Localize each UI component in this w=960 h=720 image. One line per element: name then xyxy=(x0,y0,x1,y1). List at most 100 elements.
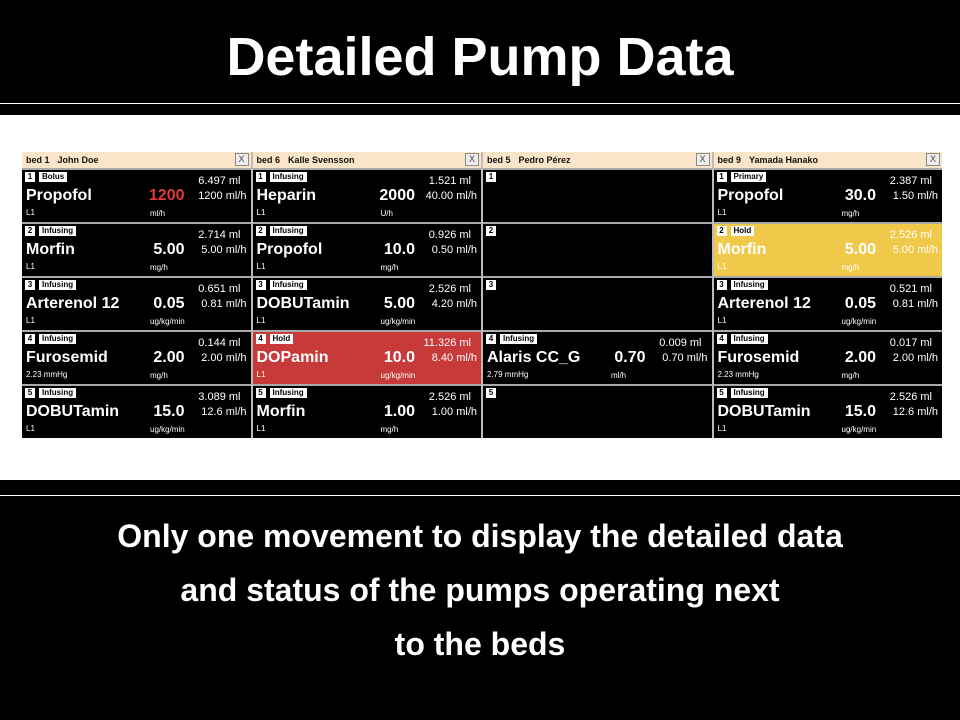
infused-volume: 2.526 ml xyxy=(889,391,932,403)
dose-rate: 10.0 xyxy=(383,241,415,258)
status-badge: Infusing xyxy=(39,334,77,344)
drug-name: DOBUTamin xyxy=(256,295,350,312)
pump-slot[interactable]: 1 Primary 2.387 ml Propofol 30.0 1.50 ml/h L1 m… xyxy=(713,170,942,222)
line-label: L1 xyxy=(26,424,35,433)
pump-slot[interactable]: 5 Infusing 2.526 ml DOBUTamin 15.0 12.6 ml/h L… xyxy=(713,386,942,438)
infused-volume: 0.926 ml xyxy=(428,229,471,241)
flow-rate: 12.6 ml/h xyxy=(201,406,247,418)
pump-slot[interactable]: 3 xyxy=(483,278,712,330)
line-label: L1 xyxy=(256,370,266,379)
dose-unit: ug/kg/min xyxy=(841,425,877,434)
pump-slot[interactable]: 2 Hold 2.526 ml Morfin 5.00 5.00 ml/h L1 mg/h xyxy=(713,224,942,276)
pump-slot[interactable]: 5 Infusing 2.526 ml Morfin 1.00 1.00 ml/h L1 mg… xyxy=(252,386,481,438)
pump-slot[interactable]: 1 Bolus 6.497 ml Propofol 1200 1200 ml/h L1 ml/… xyxy=(22,170,251,222)
pump-slot[interactable]: 4 Infusing 0.144 ml Furosemid 2.00 2.00 ml/h 2… xyxy=(22,332,251,384)
page-title: Detailed Pump Data xyxy=(226,27,734,87)
dose-rate: 5.00 xyxy=(844,241,876,258)
pump-slot[interactable]: 1 xyxy=(483,170,712,222)
slot-number: 4 xyxy=(716,334,727,344)
close-button[interactable]: X xyxy=(234,153,249,166)
close-button[interactable]: X xyxy=(465,153,479,166)
pump-slot[interactable]: 4 Infusing 0.009 ml Alaris CC_G 0.70 0.70 ml/… xyxy=(483,332,712,384)
patient-name: Kalle Svensson xyxy=(288,155,355,165)
patient-name: Yamada Hanako xyxy=(749,155,819,165)
bed-header: bed 5 Pedro Pérez X xyxy=(483,152,712,168)
pump-slot[interactable]: 5 xyxy=(483,386,712,438)
drug-name: Arterenol 12 xyxy=(717,295,811,312)
line-label: L1 xyxy=(717,424,727,433)
pump-slot[interactable]: 3 Infusing 0.651 ml Arterenol 12 0.05 0.81 ml… xyxy=(22,278,251,330)
drug-name: Propofol xyxy=(256,241,323,258)
bed-panel: bed 9 Yamada Hanako X 1 Primary 2.387 ml Propo… xyxy=(713,152,942,438)
pump-slot[interactable]: 3 Infusing 2.526 ml DOBUTamin 5.00 4.20 ml/h L… xyxy=(252,278,481,330)
status-badge: Bolus xyxy=(39,172,68,182)
dose-rate: 15.0 xyxy=(844,403,876,420)
status-badge: Infusing xyxy=(730,388,768,398)
close-button[interactable]: X xyxy=(695,153,710,166)
dose-rate: 2000 xyxy=(379,187,415,204)
pump-slot[interactable]: 2 Infusing 2.714 ml Morfin 5.00 5.00 ml/h L1 mg… xyxy=(22,224,251,276)
dose-rate: 2.00 xyxy=(844,349,876,366)
dose-unit: mg/h xyxy=(150,263,168,272)
flow-rate: 1.00 ml/h xyxy=(431,406,477,418)
pump-slot[interactable]: 3 Infusing 0.521 ml Arterenol 12 0.05 0.81 ml… xyxy=(713,278,942,330)
drug-name: Morfin xyxy=(717,241,767,258)
line-label: L1 xyxy=(717,208,727,217)
status-badge: Infusing xyxy=(39,226,77,236)
bed-header: bed 9 Yamada Hanako X xyxy=(713,152,942,168)
line-label: L1 xyxy=(256,424,266,433)
slot-number: 5 xyxy=(716,388,727,398)
pump-slot[interactable]: 1 Infusing 1.521 ml Heparin 2000 40.00 ml/h L1… xyxy=(252,170,481,222)
slot-number: 4 xyxy=(486,334,496,344)
line-label: L1 xyxy=(26,208,35,217)
pump-slot[interactable]: 4 Hold 11.326 ml DOPamin 10.0 8.40 ml/h L1 ug/k… xyxy=(252,332,481,384)
pump-slot[interactable]: 5 Infusing 3.089 ml DOBUTamin 15.0 12.6 ml/h L… xyxy=(22,386,251,438)
dose-rate: 0.05 xyxy=(844,295,876,312)
slot-number: 2 xyxy=(486,226,496,236)
dose-unit: ml/h xyxy=(611,371,627,380)
dose-unit: mg/h xyxy=(841,209,860,218)
flow-rate: 2.00 ml/h xyxy=(201,352,247,364)
infused-volume: 3.089 ml xyxy=(198,391,241,403)
slot-number: 5 xyxy=(486,388,496,398)
infused-volume: 6.497 ml xyxy=(198,175,241,187)
flow-rate: 1.50 ml/h xyxy=(892,190,938,202)
caption-line: and status of the pumps operating next xyxy=(180,572,780,608)
dose-unit: ug/kg/min xyxy=(380,371,416,380)
flow-rate: 0.70 ml/h xyxy=(662,352,708,364)
close-button[interactable]: X xyxy=(926,153,940,166)
infused-volume: 2.526 ml xyxy=(889,229,932,241)
bed-panel: bed 6 Kalle Svensson X 1 Infusing 1.521 ml Hep… xyxy=(252,152,481,438)
pump-slot[interactable]: 2 xyxy=(483,224,712,276)
caption-line: to the beds xyxy=(394,626,566,662)
dose-unit: ml/h xyxy=(150,209,166,218)
dose-unit: ug/kg/min xyxy=(150,317,185,326)
line-label: L1 xyxy=(717,316,727,325)
flow-rate: 1200 ml/h xyxy=(198,190,247,202)
infused-volume: 2.714 ml xyxy=(198,229,241,241)
status-badge: Infusing xyxy=(269,226,307,236)
status-badge: Hold xyxy=(730,226,755,236)
flow-rate: 40.00 ml/h xyxy=(425,190,477,202)
flow-rate: 0.81 ml/h xyxy=(201,298,247,310)
line-label: 2.23 mmHg xyxy=(717,370,759,379)
dose-rate: 15.0 xyxy=(153,403,185,420)
dose-rate: 2.00 xyxy=(153,349,185,366)
bed-number: bed 6 xyxy=(256,155,281,165)
status-badge: Infusing xyxy=(730,334,768,344)
infused-volume: 1.521 ml xyxy=(428,175,471,187)
pump-slot[interactable]: 4 Infusing 0.017 ml Furosemid 2.00 2.00 ml/h 2… xyxy=(713,332,942,384)
slot-number: 5 xyxy=(25,388,35,398)
dose-unit: mg/h xyxy=(841,263,860,272)
status-badge: Primary xyxy=(730,172,767,182)
infused-volume: 2.387 ml xyxy=(889,175,932,187)
drug-name: Furosemid xyxy=(26,349,108,366)
slot-number: 2 xyxy=(716,226,727,236)
pump-slot[interactable]: 2 Infusing 0.926 ml Propofol 10.0 0.50 ml/h L1… xyxy=(252,224,481,276)
drug-name: Heparin xyxy=(256,187,317,204)
caption-line: Only one movement to display the detaile… xyxy=(117,518,843,554)
line-label: L1 xyxy=(256,262,266,271)
dose-rate: 0.70 xyxy=(614,349,646,366)
dose-unit: mg/h xyxy=(380,263,399,272)
infused-volume: 2.526 ml xyxy=(428,283,471,295)
